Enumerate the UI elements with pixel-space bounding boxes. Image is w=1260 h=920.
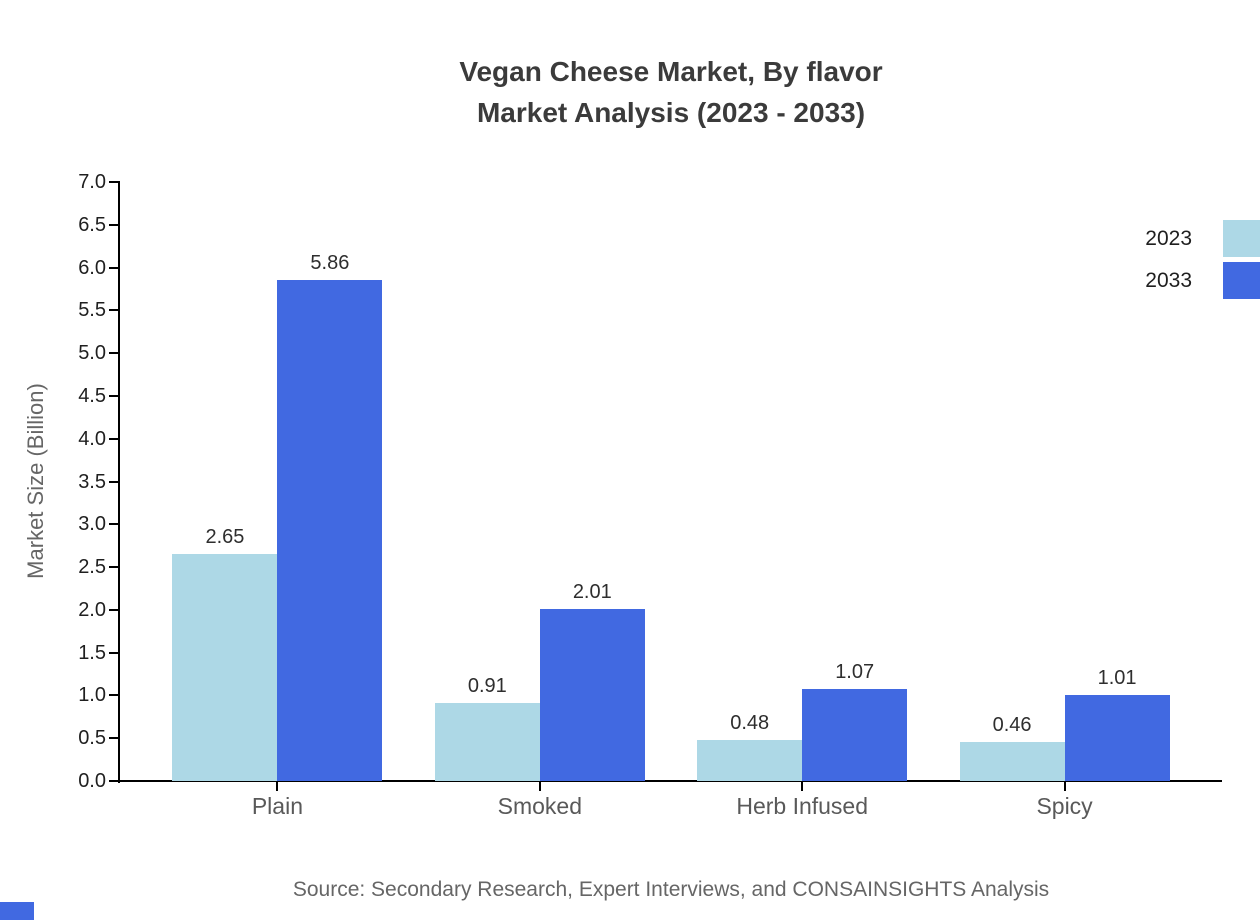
bar-2033-herb-infused (802, 689, 908, 781)
value-label-2033-2: 1.07 (835, 661, 875, 684)
y-tick-label: 1.0 (78, 684, 106, 707)
x-tick-mark (1063, 782, 1066, 791)
legend-label-2023: 2023 (1145, 226, 1192, 250)
y-tick-mark (109, 780, 118, 782)
y-tick-label: 2.5 (78, 556, 106, 579)
x-tick-mark (801, 782, 804, 791)
y-tick-label: 3.0 (78, 513, 106, 536)
bar-2023-smoked (434, 703, 540, 781)
y-tick-mark (109, 394, 118, 397)
y-tick-mark (109, 694, 118, 697)
y-tick-label: 7.0 (78, 171, 106, 193)
category-label-3: Spicy (1036, 793, 1093, 819)
y-tick-label: 4.0 (78, 427, 106, 450)
legend-label-2033: 2033 (1145, 268, 1192, 292)
y-tick-label: 3.5 (78, 470, 106, 493)
y-tick-mark (109, 523, 118, 526)
bar-2023-plain (172, 554, 278, 781)
value-label-2033-0: 5.86 (310, 251, 350, 274)
y-tick-label: 0.0 (78, 770, 106, 792)
y-tick-mark (109, 309, 118, 312)
y-axis-spine (118, 181, 120, 783)
bar-2023-spicy (959, 741, 1065, 781)
legend-swatch-2033 (1223, 262, 1260, 299)
chart-title-line-1: Vegan Cheese Market, By flavor (459, 56, 883, 87)
y-tick-mark (109, 480, 118, 483)
value-label-2023-0: 2.65 (205, 526, 245, 549)
y-tick-label: 4.5 (78, 384, 106, 407)
y-tick-label: 2.0 (78, 598, 106, 621)
legend-swatch-2023 (1223, 220, 1260, 257)
y-tick-label: 6.0 (78, 256, 106, 279)
y-tick-mark (109, 266, 118, 269)
bar-2033-smoked (539, 609, 645, 781)
chart-title-line-2: Market Analysis (2023 - 2033) (476, 97, 866, 128)
value-label-2023-1: 0.91 (467, 675, 507, 698)
y-tick-label: 5.0 (78, 342, 106, 365)
y-tick-mark (109, 608, 118, 611)
category-label-2: Herb Infused (736, 793, 869, 819)
value-label-2033-3: 1.01 (1097, 666, 1137, 689)
y-tick-label: 0.5 (78, 727, 106, 750)
y-tick-mark (109, 737, 118, 740)
value-label-2023-3: 0.46 (992, 713, 1032, 736)
y-tick-label: 1.5 (78, 641, 106, 664)
y-tick-mark (109, 651, 118, 654)
y-tick-label: 5.5 (78, 299, 106, 322)
x-tick-mark (276, 782, 279, 791)
category-label-0: Plain (251, 793, 303, 819)
y-tick-mark (109, 352, 118, 355)
y-tick-mark (109, 223, 118, 226)
value-label-2023-2: 0.48 (730, 711, 770, 734)
legend-item-2023: 2023 (1145, 220, 1260, 257)
source-attribution: Source: Secondary Research, Expert Inter… (292, 878, 1050, 901)
y-tick-mark (109, 566, 118, 569)
y-tick-mark (109, 181, 118, 183)
value-label-2033-1: 2.01 (572, 581, 612, 603)
x-tick-mark (538, 782, 541, 791)
bar-2033-plain (277, 279, 383, 781)
y-tick-label: 6.5 (78, 213, 106, 236)
category-label-1: Smoked (497, 793, 582, 819)
bar-2033-spicy (1064, 694, 1170, 781)
chart-title: Vegan Cheese Market, By flavor Market An… (82, 51, 1260, 133)
bar-2023-herb-infused (697, 739, 803, 781)
brand-mark (0, 902, 34, 920)
legend-item-2033: 2033 (1145, 262, 1260, 299)
y-tick-mark (109, 437, 118, 440)
x-axis-spine (118, 780, 1222, 782)
